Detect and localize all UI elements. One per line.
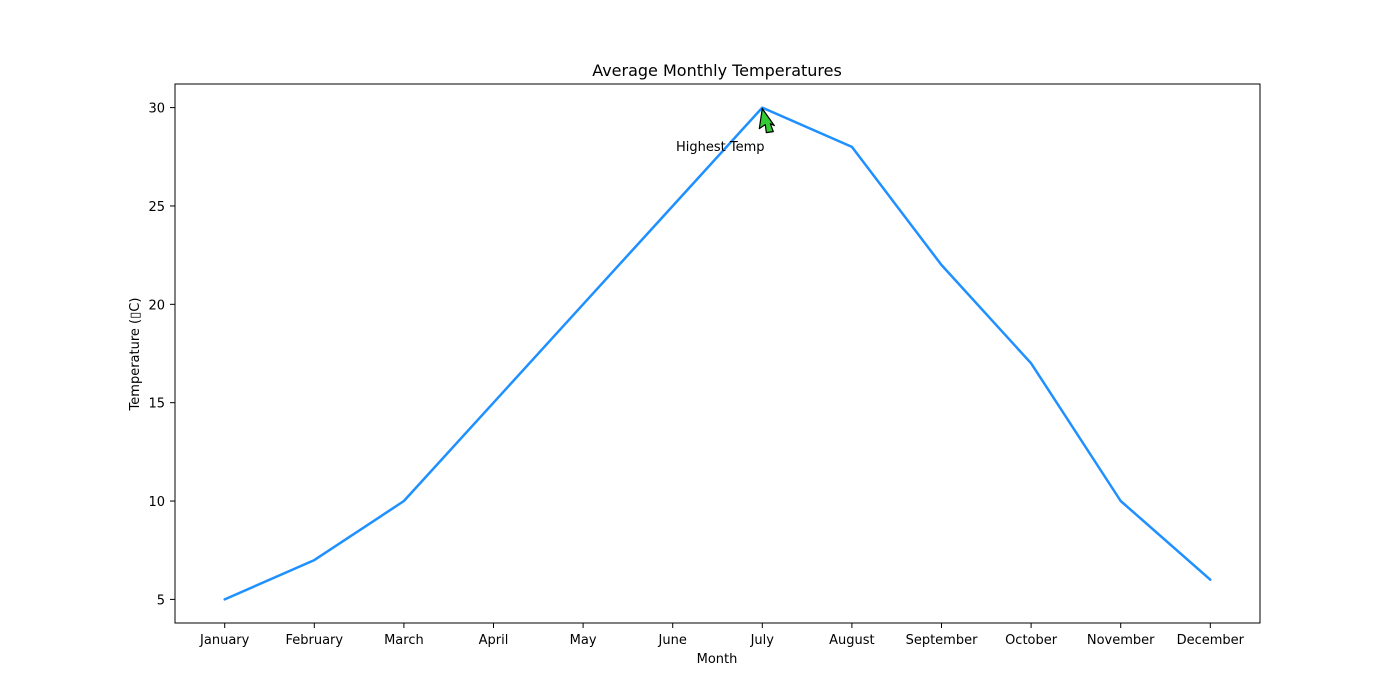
- x-tick-label: March: [384, 633, 424, 648]
- x-tick-label: May: [570, 633, 597, 648]
- plot-area: [175, 84, 1260, 623]
- y-tick-label: 15: [148, 397, 165, 412]
- chart-title: Average Monthly Temperatures: [592, 61, 842, 80]
- x-tick-label: November: [1087, 633, 1155, 648]
- x-tick-label: October: [1005, 633, 1058, 648]
- annotation-arrow: [758, 107, 775, 134]
- plot-frame: [174, 83, 1261, 624]
- annotation-label: Highest Temp: [676, 140, 765, 155]
- y-tick-label: 30: [148, 102, 165, 117]
- x-tick-label: September: [906, 633, 979, 648]
- x-tick-label: January: [199, 633, 250, 648]
- x-tick-label: June: [658, 633, 687, 648]
- y-axis-title: Temperature (▯C): [128, 298, 143, 412]
- y-tick-label: 10: [148, 495, 165, 510]
- y-tick-label: 20: [148, 298, 165, 313]
- x-axis-title: Month: [697, 652, 738, 667]
- x-tick-label: February: [285, 633, 343, 648]
- x-tick-label: December: [1177, 633, 1245, 648]
- y-tick-label: 5: [157, 593, 165, 608]
- x-tick-label: August: [829, 633, 875, 648]
- y-tick-label: 25: [148, 200, 165, 215]
- x-tick-label: April: [479, 633, 509, 648]
- temperature-line: [223, 106, 1212, 601]
- x-tick-label: July: [750, 633, 775, 648]
